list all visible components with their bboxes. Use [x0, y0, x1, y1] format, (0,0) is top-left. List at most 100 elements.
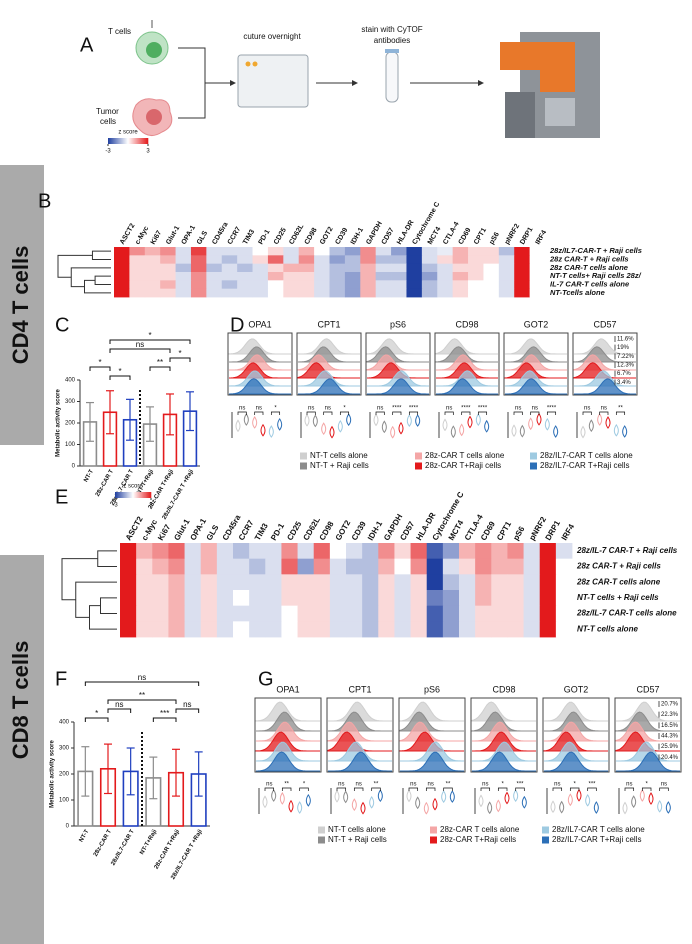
column-label: GLS: [205, 523, 221, 542]
column-label: CD39: [350, 519, 368, 542]
workflow: T cells Tumor cells cuture overnight sta…: [96, 20, 600, 138]
heatmap-cell: [362, 558, 379, 575]
heatmap-cell: [514, 247, 531, 256]
legend-label: NT-T + Raji cells: [328, 835, 387, 844]
heatmap-cell: [406, 247, 423, 256]
histogram-ridge: [399, 731, 464, 752]
histogram-ridge: [574, 338, 636, 355]
heatmap-cell: [362, 543, 379, 560]
heatmap-cell: [252, 288, 269, 298]
violin: [605, 416, 611, 429]
heatmap-cell: [378, 558, 395, 575]
heatmap-cell: [237, 263, 253, 273]
violin: [271, 789, 277, 802]
colorbar-segment: [137, 138, 139, 144]
y-tick-label: 0: [66, 824, 70, 830]
significance-label: ns: [338, 782, 344, 788]
heatmap-cell: [190, 272, 207, 281]
column-label: CD98: [304, 227, 319, 246]
violin: [442, 418, 448, 432]
colorbar-segment: [127, 492, 129, 498]
histogram-ridge: [399, 721, 464, 742]
heatmap-cell: [459, 590, 476, 607]
significance-bracket: [107, 699, 177, 704]
heatmap-cell: [298, 263, 315, 273]
heatmap-cell: [491, 621, 508, 638]
significance-bracket: [587, 787, 597, 791]
heatmap-cell: [362, 574, 379, 591]
colorbar-segment: [116, 138, 118, 144]
violin: [423, 801, 429, 815]
colorbar-tick-label: -3: [105, 149, 111, 155]
violin: [585, 793, 591, 807]
heatmap-cell: [297, 590, 315, 607]
heatmap-cell: [298, 288, 315, 298]
row-label: NT-T cells + Raji cells: [577, 593, 659, 602]
heatmap-cell: [421, 272, 438, 281]
heatmap-cell: [120, 605, 137, 622]
heatmap-cell: [378, 543, 395, 560]
violin: [351, 798, 357, 811]
heatmap-cell: [313, 543, 331, 560]
significance-bracket: [84, 681, 200, 686]
t-cell-icon: [146, 42, 162, 58]
heatmap-cell: [265, 543, 282, 560]
significance-bracket: [461, 411, 471, 415]
column-label: CPT1: [473, 227, 488, 246]
step-label: stain with CyTOF: [361, 25, 422, 34]
legend-label: NT-T cells alone: [310, 451, 368, 460]
significance-bracket: [175, 708, 200, 713]
significance-bracket: [513, 411, 523, 415]
heatmap-cell: [216, 621, 234, 638]
heatmap-cell: [475, 621, 492, 638]
heatmap-cell: [175, 272, 192, 281]
heatmap-cell: [152, 543, 169, 560]
significance-bracket: [109, 375, 131, 380]
heatmap-cell: [329, 558, 347, 575]
heatmap-cell: [346, 574, 363, 591]
histogram-ridge: [543, 701, 608, 722]
x-tick-label: NT-T: [83, 469, 95, 484]
plate-icon: [237, 54, 309, 108]
y-tick-label: 400: [65, 378, 76, 384]
error-bar: [166, 393, 174, 436]
heatmap-cell: [297, 543, 315, 560]
marker-title: CD98: [455, 319, 478, 329]
significance-label: ***: [588, 782, 596, 788]
cytof-icon: [505, 92, 535, 138]
connector: [178, 47, 230, 119]
heatmap-cell: [314, 255, 330, 265]
heatmap-cell: [152, 574, 169, 591]
heatmap-cell: [283, 288, 300, 298]
significance-label: ns: [239, 406, 245, 412]
heatmap-cell: [507, 558, 524, 575]
error-bar: [149, 756, 158, 800]
histogram-ridge: [328, 741, 392, 762]
heatmap-cell: [298, 272, 315, 281]
column-label: OPA-1: [181, 224, 198, 246]
colorbar-segment: [141, 138, 143, 144]
cell-label: Tumor: [96, 107, 119, 116]
heatmap-cell: [442, 543, 460, 560]
heatmap-cell: [114, 255, 130, 265]
significance-label: ns: [554, 782, 560, 788]
heatmap-cell: [442, 574, 460, 591]
column-label: CD57: [381, 227, 396, 246]
heatmap-cell: [475, 590, 492, 607]
heatmap-cell: [168, 605, 185, 622]
violin: [268, 425, 274, 438]
y-tick-label: 0: [72, 464, 76, 470]
heatmap-cell: [114, 272, 130, 281]
heatmap-cell: [421, 280, 438, 290]
arrow-head: [230, 80, 236, 86]
heatmap-cell: [378, 621, 395, 638]
gate-label: 22.3%: [661, 712, 679, 718]
heatmap-cell: [267, 263, 284, 273]
heatmap-cell: [206, 255, 223, 265]
heatmap-cell: [410, 543, 428, 560]
legend-label: 28z/IL7-CAR T+Raji cells: [540, 461, 629, 470]
significance-label: ns: [410, 782, 416, 788]
colorbar-title: z score: [118, 130, 138, 136]
heatmap-cell: [120, 543, 137, 560]
significance-bracket: [408, 787, 419, 791]
